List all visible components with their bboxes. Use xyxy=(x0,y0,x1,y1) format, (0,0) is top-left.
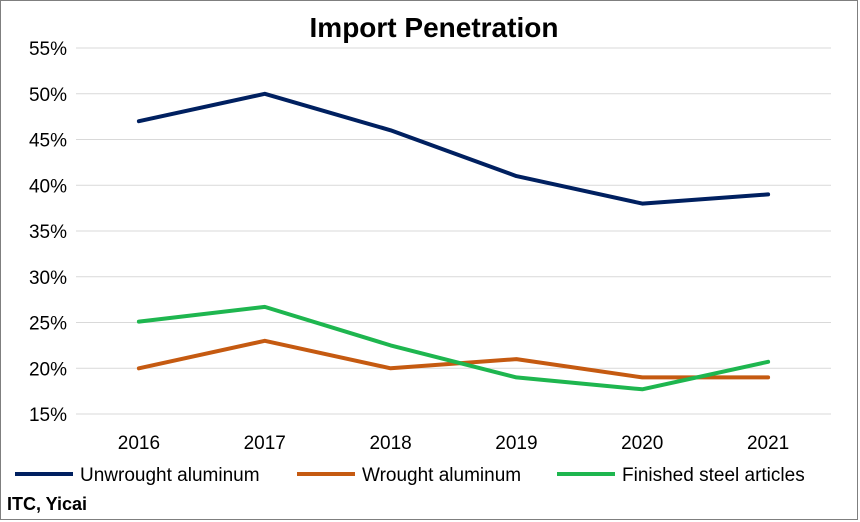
legend-label: Finished steel articles xyxy=(622,465,805,486)
series-line xyxy=(136,91,771,206)
y-tick-label: 55% xyxy=(29,39,67,60)
legend-label: Unwrought aluminum xyxy=(80,465,260,486)
y-tick-label: 25% xyxy=(29,314,67,335)
series-line xyxy=(136,338,771,380)
y-tick-label: 40% xyxy=(29,176,67,197)
source-note: ITC, Yicai xyxy=(7,494,87,514)
x-tick-label: 2019 xyxy=(495,433,537,454)
y-tick-label: 20% xyxy=(29,359,67,380)
legend: Unwrought aluminum Wrought aluminum Finish… xyxy=(15,465,805,486)
legend-label: Wrought aluminum xyxy=(362,465,521,486)
x-tick-label: 2016 xyxy=(118,433,160,454)
y-tick-label: 45% xyxy=(29,131,67,152)
chart-title: Import Penetration xyxy=(310,12,559,43)
y-tick-label: 35% xyxy=(29,222,67,243)
x-tick-label: 2021 xyxy=(747,433,789,454)
x-axis-ticks: 2016 2017 2018 2019 2020 2021 xyxy=(118,433,789,454)
x-tick-label: 2018 xyxy=(369,433,411,454)
series-line xyxy=(136,304,771,392)
y-axis-ticks: 15% 20% 25% 30% 35% 40% 45% 50% 55% xyxy=(29,39,67,426)
x-tick-label: 2020 xyxy=(621,433,663,454)
y-tick-label: 30% xyxy=(29,268,67,289)
gridlines xyxy=(76,47,831,415)
x-tick-label: 2017 xyxy=(244,433,286,454)
y-tick-label: 50% xyxy=(29,85,67,106)
series-lines xyxy=(136,91,771,392)
y-tick-label: 15% xyxy=(29,405,67,426)
